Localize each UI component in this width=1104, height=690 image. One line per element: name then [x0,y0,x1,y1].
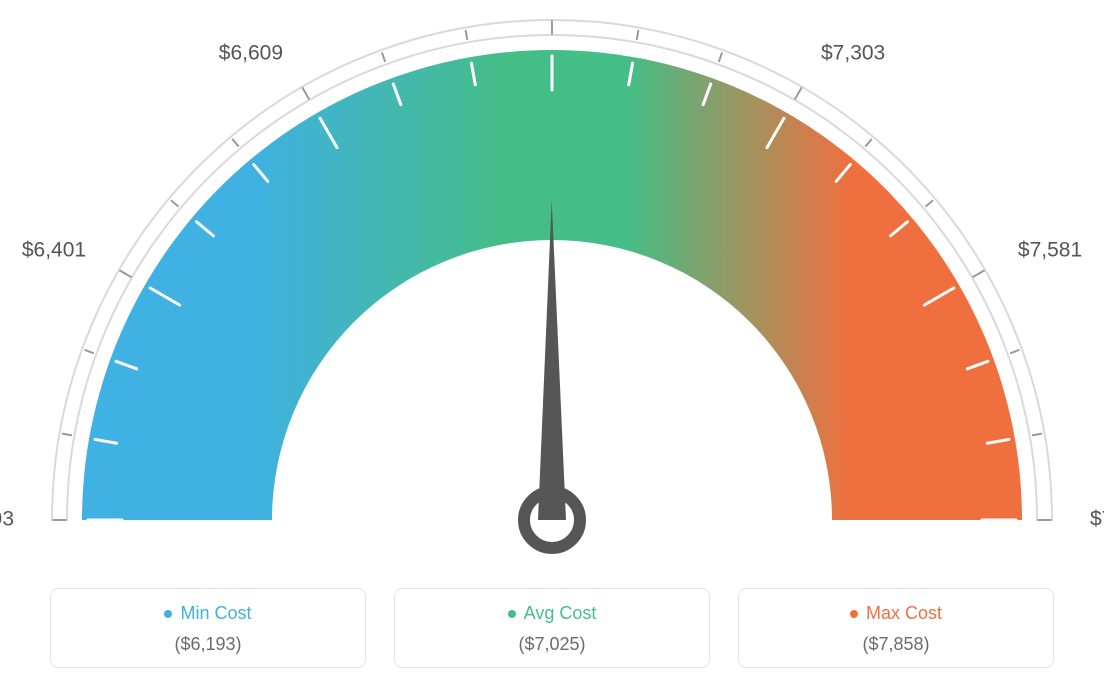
legend-min-header: Min Cost [164,603,251,624]
legend-max-value: ($7,858) [749,634,1043,655]
legend-min-label: Min Cost [180,603,251,624]
legend-card-avg: Avg Cost ($7,025) [394,588,710,668]
legend-card-max: Max Cost ($7,858) [738,588,1054,668]
chart-root: $6,193$6,401$6,609$7,025$7,303$7,581$7,8… [0,0,1104,690]
svg-text:$7,581: $7,581 [1018,239,1082,262]
gauge-svg: $6,193$6,401$6,609$7,025$7,303$7,581$7,8… [0,0,1104,560]
legend-avg-label: Avg Cost [524,603,597,624]
svg-text:$6,193: $6,193 [0,508,14,531]
legend-row: Min Cost ($6,193) Avg Cost ($7,025) Max … [50,588,1054,668]
gauge-chart: $6,193$6,401$6,609$7,025$7,303$7,581$7,8… [0,0,1104,560]
legend-max-header: Max Cost [850,603,942,624]
dot-min [164,610,172,618]
svg-text:$7,858: $7,858 [1090,508,1104,531]
legend-avg-value: ($7,025) [405,634,699,655]
dot-max [850,610,858,618]
svg-text:$7,303: $7,303 [821,42,885,65]
legend-card-min: Min Cost ($6,193) [50,588,366,668]
svg-text:$6,609: $6,609 [219,42,283,65]
legend-max-label: Max Cost [866,603,942,624]
svg-text:$6,401: $6,401 [22,239,86,262]
dot-avg [508,610,516,618]
legend-avg-header: Avg Cost [508,603,597,624]
legend-min-value: ($6,193) [61,634,355,655]
